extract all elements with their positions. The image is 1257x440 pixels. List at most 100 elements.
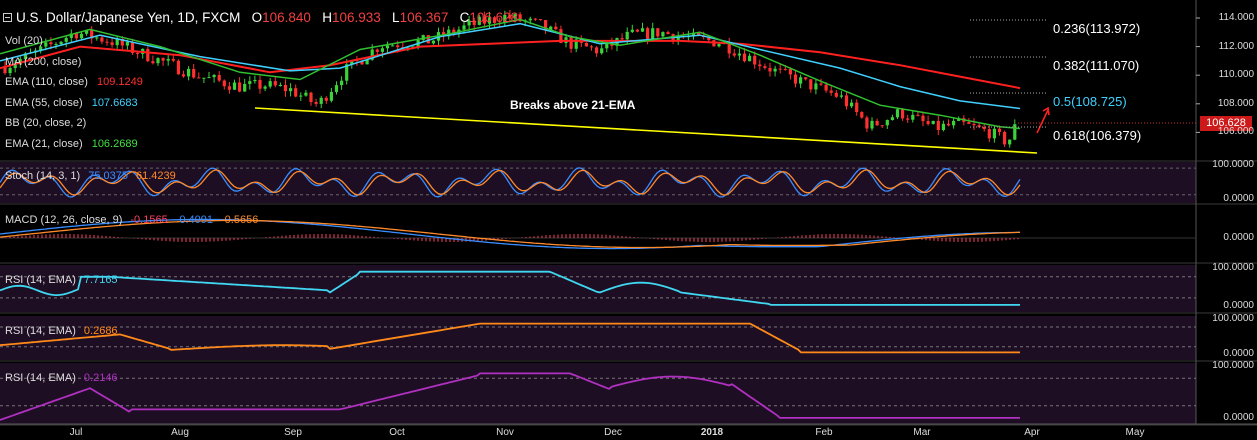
candle-body	[100, 37, 104, 42]
candle-body	[885, 120, 889, 126]
candle-body	[136, 52, 140, 54]
price-tick-label: 106.000	[1217, 126, 1254, 138]
candle-body	[329, 92, 333, 101]
fib-level-label: 0.236(113.972)	[1053, 21, 1141, 36]
candle-body	[997, 128, 1002, 133]
indicator-legend-row[interactable]: EMA (110, close) 109.1249	[5, 76, 143, 88]
candle-body	[176, 60, 180, 75]
candle-body	[768, 67, 772, 72]
candle-body	[283, 84, 288, 92]
candle-body	[69, 33, 73, 38]
indicator-legend-row[interactable]: BB (20, close, 2)	[5, 117, 86, 129]
candle-body	[788, 69, 792, 75]
candle-body	[120, 39, 124, 46]
price-tick-label: 112.000	[1218, 40, 1254, 52]
candle-body	[345, 64, 349, 81]
indicator-value: 0.2686	[83, 325, 118, 337]
candle-body	[921, 115, 925, 122]
stoch-d-line	[0, 169, 1021, 196]
candle-body	[538, 19, 543, 21]
candle-body	[385, 45, 390, 49]
candle-body	[834, 92, 838, 97]
candle-body	[957, 118, 961, 121]
macd-legend[interactable]: MACD (12, 26, close, 9) -0.1565 -0.4091 -0.…	[5, 214, 258, 226]
candle-body	[855, 102, 859, 113]
candle-body	[651, 28, 655, 39]
candle-body	[222, 80, 226, 87]
close-value: 106.628	[469, 10, 519, 25]
candle-body	[268, 81, 272, 87]
candle-body	[350, 60, 354, 65]
candle-body	[906, 118, 910, 120]
candle-body	[95, 37, 99, 39]
candle-body	[839, 95, 843, 97]
candle-body	[941, 123, 945, 131]
indicator-value: 75.0375	[88, 170, 128, 182]
rsi-axis-label: 100.0000	[1212, 262, 1254, 273]
candle-body	[926, 121, 930, 124]
indicator-name: Vol (20)	[5, 35, 43, 47]
indicator-legend-row[interactable]: Vol (20)	[5, 35, 43, 47]
candle-body	[793, 74, 798, 84]
indicator-name: EMA (21, close)	[5, 137, 83, 150]
candle-body	[314, 101, 318, 104]
candle-body	[431, 40, 435, 44]
candle-body	[1003, 132, 1007, 145]
time-tick-label: 2018	[700, 427, 724, 438]
candle-body	[544, 20, 548, 30]
candle-body	[559, 29, 563, 44]
indicator-name: RSI (14, EMA)	[5, 372, 76, 384]
candle-body	[452, 29, 456, 34]
candle-body	[59, 41, 63, 45]
candle-body	[212, 75, 216, 78]
candle-body	[691, 32, 696, 37]
candle-body	[646, 28, 650, 39]
symbol-header: U.S. Dollar/Japanese Yen, 1D, FXCM O106.…	[16, 10, 518, 25]
candle-body	[875, 120, 879, 126]
pane-background	[0, 0, 1196, 160]
high-label: H	[322, 10, 332, 25]
candle-body	[890, 117, 894, 121]
fib-level-label: 0.382(111.070)	[1053, 58, 1140, 73]
rsi-legend[interactable]: RSI (14, EMA) 0.2686	[5, 325, 118, 337]
candle-body	[1008, 139, 1012, 145]
indicator-legend-row[interactable]: EMA (55, close) 107.6683	[5, 97, 138, 109]
current-price-tag: 106.628	[1200, 116, 1252, 131]
candle-body	[324, 97, 328, 101]
candle-body	[289, 88, 293, 92]
stoch-legend[interactable]: Stoch (14, 3, 1) 75.0375 61.4239	[5, 170, 176, 182]
indicator-value: -0.5656	[221, 214, 259, 226]
time-tick-label: Apr	[1024, 427, 1040, 438]
indicator-name: RSI (14, EMA)	[5, 325, 76, 337]
low-value: 106.367	[399, 10, 449, 25]
rsi-axis-label: 100.0000	[1212, 313, 1254, 324]
candle-body	[396, 45, 400, 48]
candle-body	[156, 58, 160, 64]
candle-body	[294, 88, 298, 97]
indicator-legend-row[interactable]: EMA (21, close) 106.2689	[5, 138, 138, 150]
indicator-value: 61.4239	[135, 170, 176, 182]
indicator-name: EMA (110, close)	[5, 76, 88, 88]
collapse-legend-icon[interactable]	[3, 13, 12, 22]
candle-body	[171, 58, 175, 61]
candle-body	[253, 79, 257, 82]
ema-110-line	[0, 39, 1021, 90]
time-tick-label: Nov	[496, 427, 514, 438]
candle-body	[625, 31, 629, 40]
candle-body	[151, 61, 155, 64]
candle-body	[115, 39, 119, 46]
rsi-legend[interactable]: RSI (14, EMA) 7.7165	[5, 274, 118, 286]
candle-body	[421, 35, 425, 41]
indicator-legend-row[interactable]: MA (200, close)	[5, 56, 81, 68]
price-tick-label: 110.000	[1218, 69, 1254, 81]
candle-body	[600, 48, 604, 54]
indicator-value: 7.7165	[83, 274, 118, 286]
candle-body	[620, 38, 624, 40]
candle-body	[758, 64, 762, 67]
rsi-legend[interactable]: RSI (14, EMA) 0.2146	[5, 372, 118, 384]
support-trendline[interactable]	[254, 107, 1038, 154]
candle-body	[844, 95, 849, 107]
candle-body	[778, 68, 782, 70]
